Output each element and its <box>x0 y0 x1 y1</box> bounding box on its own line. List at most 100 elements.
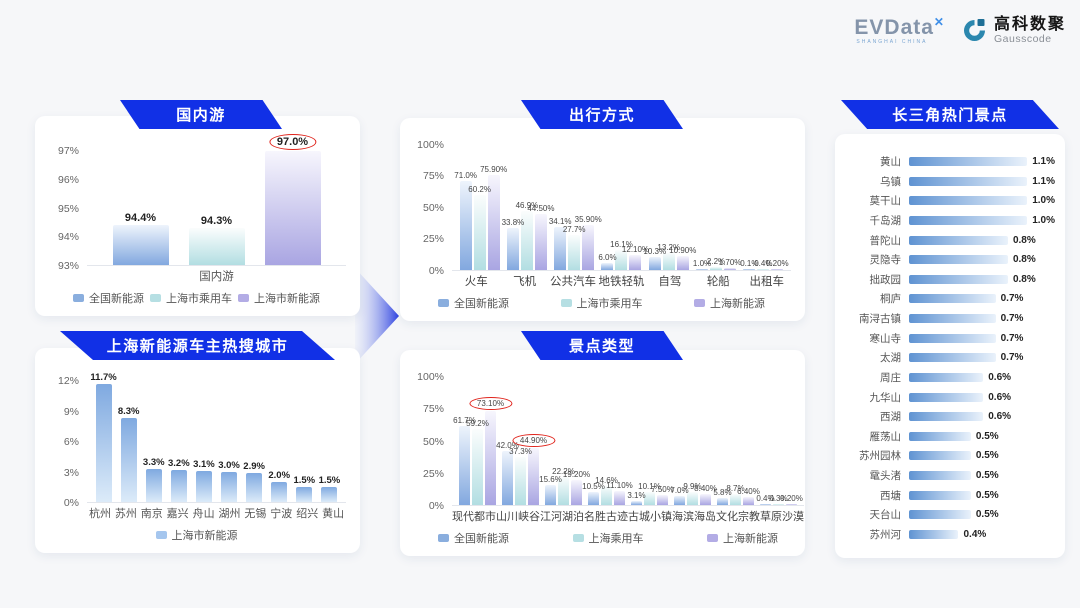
y-tick-label: 3% <box>63 466 79 479</box>
bar-group: 15.6% 22.2% 19.20% <box>539 368 590 505</box>
attraction-bar-track: 1.0% <box>909 215 1055 226</box>
hot-spots-panel-card: 黄山 1.1% 乌镇 1.1% 莫干山 1.0% 千岛湖 1.0% 普陀山 0.8% 灵隐寺 0.8%… <box>835 134 1065 558</box>
attraction-row: 普陀山 0.8% <box>841 231 1055 250</box>
x-category-label: 苏州 <box>114 508 137 520</box>
attraction-name: 莫干山 <box>869 195 902 208</box>
bar-group: 94.4% 94.3% 97.0% <box>91 134 342 265</box>
bar-value-label: 10.5% <box>582 481 605 491</box>
bar-value-label: 97.0% <box>268 134 317 151</box>
bar: 5.8% <box>713 488 732 505</box>
attraction-bar-track: 0.6% <box>909 392 1055 403</box>
attraction-value: 0.5% <box>975 509 999 521</box>
attraction-row: 莫干山 1.0% <box>841 191 1056 210</box>
attraction-bar-track: 0.8% <box>909 235 1055 246</box>
travel-modes-banner: 出行方式 <box>521 100 683 129</box>
legend-item[interactable]: 上海新能源 <box>694 295 765 311</box>
bar-value-label: 3.3% <box>142 456 165 468</box>
legend-label: 上海新能源 <box>723 533 778 545</box>
hot-spots-bar-list: 黄山 1.1% 乌镇 1.1% 莫干山 1.0% 千岛湖 1.0% 普陀山 0.8% 灵隐寺 0.8%… <box>841 152 1055 544</box>
attraction-bar-track: 0.6% <box>909 372 1055 383</box>
legend-label: 上海市乘用车 <box>166 293 232 305</box>
domestic-travel-chart: 93% 94% 95% 96% 97% 94.4% 94.3% 97.0% 国内游 全国新能… <box>47 134 346 310</box>
bar: 1.70% <box>719 258 741 270</box>
legend-item[interactable]: 上海市乘用车 <box>150 290 232 306</box>
bar-value-label: 59.2% <box>466 419 489 429</box>
bar: 2.9% <box>243 461 265 502</box>
bar-value-label: 2.0% <box>268 469 291 481</box>
attraction-bar-track: 0.8% <box>909 254 1055 265</box>
attraction-row: 乌镇 1.1% <box>841 172 1055 191</box>
attraction-row: 桐庐 0.7% <box>841 289 1055 308</box>
attraction-value: 1.0% <box>1032 214 1055 226</box>
bar: 3.2% <box>168 458 190 502</box>
chart-legend: 全国新能源 上海市乘用车 上海新能源 <box>412 291 791 315</box>
legend-item[interactable]: 全国新能源 <box>438 295 509 311</box>
bar-value-label: 1.5% <box>293 474 316 486</box>
plot-area: 71.0% 60.2% 75.90% 33.8% 46.9% 44.50% 34.1% 27.… <box>452 136 791 271</box>
attraction-name: 寒山寺 <box>869 332 902 345</box>
attraction-bar-track: 0.8% <box>909 274 1055 285</box>
gausscode-icon <box>963 19 985 42</box>
attraction-bar <box>909 294 996 304</box>
bar: 61.7% <box>453 416 476 505</box>
attraction-bar <box>909 255 1008 265</box>
legend-item[interactable]: 上海乘用车 <box>572 530 644 546</box>
attraction-row: 黄山 1.1% <box>841 152 1055 171</box>
bar-group: 33.8% 46.9% 44.50% <box>502 136 554 270</box>
legend-swatch <box>73 294 84 302</box>
legend-item[interactable]: 上海市新能源 <box>155 527 238 543</box>
attraction-row: 西湖 0.6% <box>841 407 1055 426</box>
bar-group: 2.0% <box>267 366 292 502</box>
bar-group: 34.1% 27.7% 35.90% <box>549 136 602 270</box>
bar-value-label: 60.2% <box>468 184 491 194</box>
bar-value-label: 73.10% <box>468 397 513 411</box>
bar-value-label: 27.7% <box>562 225 586 235</box>
bar-value-label: 44.90% <box>511 433 556 447</box>
y-tick-label: 12% <box>57 375 79 388</box>
bar-value-label: 8.3% <box>117 406 140 418</box>
y-tick-label: 93% <box>57 260 79 272</box>
bar: 0.3% <box>769 494 788 505</box>
bar-value-label: 71.0% <box>454 171 477 181</box>
bar: 71.0% <box>454 171 477 270</box>
bar-group: 6.0% 16.1% 12.10% <box>598 136 649 270</box>
travel-modes-chart: 0% 25% 50% 75% 100% 71.0% 60.2% 75.90% 33.8% 46.… <box>412 136 791 315</box>
bar-value-label: 94.4% <box>124 212 157 225</box>
legend-item[interactable]: 上海新能源 <box>707 530 778 546</box>
bar-value-label: 0.4% <box>756 494 775 503</box>
legend-item[interactable]: 全国新能源 <box>73 290 144 306</box>
hot-search-cities-chart: 0% 3% 6% 9% 12% 11.7% 8.3% 3.3% 3.2% 3.1% 3.0% 2.9… <box>47 366 346 547</box>
attraction-bar <box>909 392 984 402</box>
attraction-name: 周庄 <box>880 371 901 384</box>
attraction-value: 1.1% <box>1032 156 1055 167</box>
legend-item[interactable]: 上海市新能源 <box>238 290 320 306</box>
bar-group: 61.7% 59.2% 73.10% <box>453 368 513 505</box>
bar: 16.1% <box>610 240 633 270</box>
bar-value-label: 15.6% <box>539 475 562 485</box>
attraction-bar <box>909 529 959 539</box>
attraction-value: 1.1% <box>1032 175 1055 187</box>
bar-value-label: 6.40% <box>737 486 760 496</box>
attraction-name: 天台山 <box>869 509 902 522</box>
attraction-row: 灵隐寺 0.8% <box>841 250 1055 269</box>
banner-title: 景点类型 <box>568 338 635 355</box>
bar: 0.4% <box>754 259 772 270</box>
legend-item[interactable]: 全国新能源 <box>438 530 509 546</box>
attraction-types-chart-card: 0% 25% 50% 75% 100% 61.7% 59.2% 73.10% 42.0% 37.… <box>400 350 805 556</box>
bar-group: 1.5% <box>292 366 317 502</box>
legend-item[interactable]: 上海市乘用车 <box>560 295 643 311</box>
y-axis: 93% 94% 95% 96% 97% <box>47 134 87 272</box>
attraction-bar <box>909 353 996 363</box>
attraction-name: 普陀山 <box>869 234 902 247</box>
bar: 44.50% <box>527 204 554 270</box>
legend-label: 上海市新能源 <box>171 530 238 542</box>
evdata-logo: EVData✕ SHANGHAI CHINA <box>854 16 945 45</box>
legend-swatch <box>694 299 705 307</box>
x-category-label: 公共汽车 <box>550 276 597 288</box>
attraction-bar-track: 0.5% <box>909 470 1055 481</box>
bar-value-label: 11.7% <box>90 372 117 384</box>
bar-value-label: 7.50% <box>651 485 674 495</box>
bar: 35.90% <box>575 215 602 270</box>
attraction-name: 桐庐 <box>880 293 901 306</box>
attraction-bar-track: 1.1% <box>909 176 1055 187</box>
